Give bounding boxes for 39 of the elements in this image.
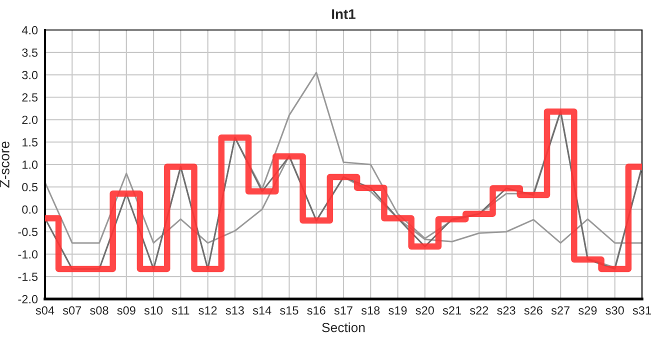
x-tick-label: s22	[470, 306, 488, 315]
y-tick-label: -1.0	[18, 250, 38, 259]
x-tick-label: s15	[280, 306, 298, 315]
y-tick-label: 2.0	[22, 116, 38, 124]
x-tick-label: s13	[226, 306, 244, 315]
y-tick-label: 4.0	[22, 26, 38, 34]
x-tick-label: s19	[388, 306, 407, 315]
x-tick-label: s23	[497, 306, 516, 315]
x-tick-label: s30	[606, 306, 624, 315]
x-tick-label: s20	[416, 306, 434, 315]
x-tick-label: s18	[361, 306, 380, 315]
x-tick-label: s27	[551, 306, 570, 315]
y-tick-label: -2.0	[18, 295, 38, 304]
x-tick-label: s07	[62, 306, 82, 315]
x-tick-label: s10	[144, 306, 163, 315]
x-tick-label: s31	[632, 306, 651, 315]
x-tick-label: s08	[90, 306, 108, 315]
x-tick-label: s04	[36, 306, 54, 315]
x-axis-title: Section	[322, 322, 365, 332]
y-tick-label: 3.5	[22, 48, 38, 57]
y-tick-label: -1.5	[18, 272, 38, 281]
x-tick-label: s11	[172, 306, 190, 315]
chart-title: Int1	[332, 9, 356, 20]
x-tick-label: s26	[524, 306, 542, 315]
y-tick-label: 0.0	[22, 205, 38, 214]
x-tick-label: s21	[442, 306, 461, 315]
y-tick-label: 0.5	[22, 182, 38, 192]
y-tick-label: 2.5	[22, 93, 38, 102]
x-tick-label: s14	[252, 306, 272, 315]
y-tick-label: 3.0	[22, 70, 38, 80]
x-tick-label: s17	[334, 306, 352, 315]
y-tick-label: -0.5	[18, 228, 38, 236]
x-tick-label: s12	[198, 306, 217, 315]
x-tick-label: s16	[307, 306, 326, 315]
x-tick-label: s09	[117, 306, 136, 315]
x-tick-label: s29	[578, 306, 597, 315]
y-axis-title: Z-score	[0, 142, 10, 188]
y-tick-label: 1.5	[22, 138, 38, 146]
y-tick-label: 1.0	[22, 160, 38, 169]
